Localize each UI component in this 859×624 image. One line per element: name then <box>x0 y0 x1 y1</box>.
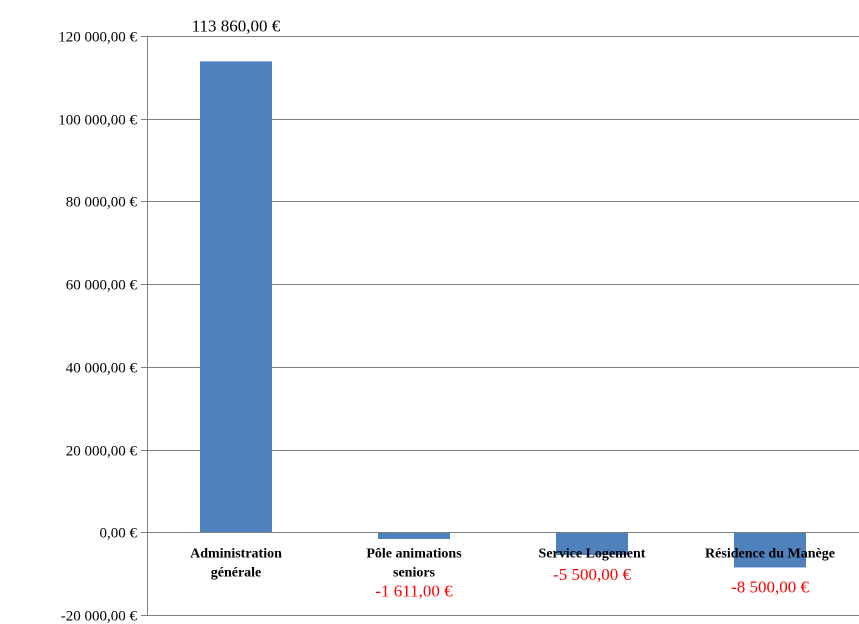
bar <box>200 61 272 533</box>
y-tick-label: -20 000,00 € <box>61 609 138 624</box>
y-tick-label: 80 000,00 € <box>66 195 138 211</box>
x-category-label: Service Logement <box>539 546 646 561</box>
y-tick-label: 120 000,00 € <box>58 30 137 46</box>
bar <box>378 532 450 539</box>
x-category-label: Pôle animations <box>366 546 462 561</box>
y-tick-label: 40 000,00 € <box>66 361 138 377</box>
data-label: -1 611,00 € <box>375 581 453 600</box>
axes <box>141 36 859 616</box>
y-tick-label: 100 000,00 € <box>58 113 137 129</box>
data-label: -5 500,00 € <box>553 565 631 584</box>
y-tick-label: 0,00 € <box>100 526 138 542</box>
data-label: 113 860,00 € <box>192 16 281 35</box>
x-category-label: Résidence du Manège <box>705 546 835 561</box>
x-category-label: générale <box>211 565 262 580</box>
x-category-label: Administration <box>190 546 282 561</box>
y-tick-label: 20 000,00 € <box>66 444 138 460</box>
y-tick-label: 60 000,00 € <box>66 278 138 294</box>
bars <box>200 61 806 568</box>
data-labels: 113 860,00 € -1 611,00 € -5 500,00 € -8 500… <box>192 16 810 600</box>
x-axis-category-labels: Administration générale Pôle animations sen… <box>190 546 835 580</box>
bar <box>556 532 628 556</box>
y-axis-tick-labels: -20 000,00 € 0,00 € 20 000,00 € 40 000,00 €… <box>58 30 137 624</box>
data-label: -8 500,00 € <box>731 577 809 596</box>
x-category-label: seniors <box>393 565 436 580</box>
bar <box>734 532 806 568</box>
